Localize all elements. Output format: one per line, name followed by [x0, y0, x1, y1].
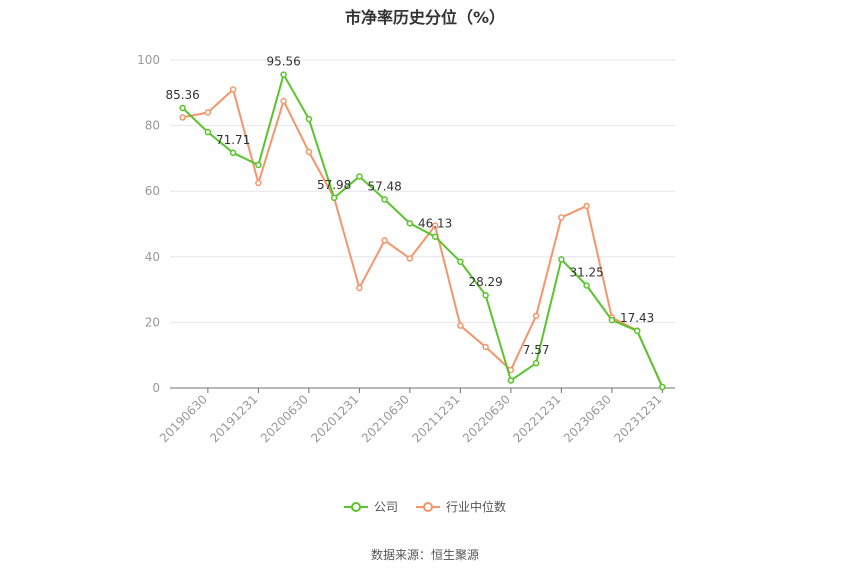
- data-point-company: [457, 258, 464, 265]
- data-point-company: [305, 115, 313, 123]
- data-point-company: [633, 327, 641, 335]
- data-point-industry-median: [583, 202, 590, 210]
- data-labels: 85.36 71.71 95.56 57.98 57.48 46.13 28.29 7.57 3…: [165, 55, 654, 358]
- data-point-company: [406, 220, 414, 227]
- data-point-company: [583, 282, 590, 289]
- data-point-company: [330, 194, 338, 202]
- data-label: 95.56: [266, 55, 300, 69]
- legend-item-company[interactable]: 公司: [343, 498, 398, 515]
- data-point-company: [255, 161, 262, 169]
- data-label: 57.48: [367, 179, 401, 193]
- data-label: 31.25: [569, 266, 603, 280]
- legend-swatch-industry-median: [416, 501, 440, 513]
- data-point-company: [507, 377, 515, 384]
- grid-lines: [170, 59, 675, 323]
- data-point-company: [608, 316, 616, 324]
- data-label: 57.98: [317, 178, 351, 192]
- x-tick-label: 20190630: [157, 392, 210, 445]
- y-tick-label: 100: [137, 53, 160, 67]
- data-point-company: [229, 149, 237, 157]
- data-point-industry-median: [532, 312, 540, 320]
- series-line-company: [181, 73, 664, 388]
- data-point-industry-median: [482, 343, 489, 351]
- data-label: 17.43: [620, 311, 654, 325]
- data-point-company: [179, 104, 186, 112]
- data-point-company: [204, 128, 212, 136]
- y-tick-label: 0: [152, 381, 160, 395]
- legend: 公司 行业中位数: [0, 498, 850, 515]
- series-line-industry-median: [182, 88, 664, 388]
- source-note: 数据来源：恒生聚源: [370, 548, 479, 562]
- legend-label-industry-median: 行业中位数: [446, 500, 507, 514]
- data-point-company: [532, 359, 540, 367]
- data-point-industry-median: [280, 97, 287, 105]
- x-tick-label: 20231231: [611, 392, 664, 445]
- x-tick-label: 20211231: [409, 392, 462, 445]
- data-point-industry-median: [406, 255, 414, 262]
- legend-item-industry-median[interactable]: 行业中位数: [416, 498, 506, 515]
- legend-swatch-company: [343, 501, 368, 513]
- data-label: 46.13: [418, 217, 452, 231]
- data-point-industry-median: [381, 237, 388, 244]
- chart-title: 市净率历史分位（%）: [344, 8, 506, 27]
- data-label: 7.57: [523, 343, 550, 357]
- data-point-company: [280, 71, 287, 78]
- data-label: 71.71: [216, 133, 250, 147]
- data-point-company: [356, 173, 363, 180]
- y-tick-label: 80: [145, 119, 160, 133]
- data-point-company: [482, 291, 489, 299]
- x-tick-label: 20230630: [561, 392, 614, 445]
- x-tick-label: 20191231: [207, 392, 260, 445]
- data-point-company: [381, 196, 388, 203]
- x-tick-label: 20200630: [258, 392, 311, 445]
- legend-label-company: 公司: [373, 500, 398, 514]
- y-tick-label: 20: [145, 315, 160, 329]
- data-label: 28.29: [468, 275, 502, 289]
- axes: 0 20 40 60 80 100 2019063020191231202006302020…: [137, 53, 675, 445]
- data-point-industry-median: [558, 214, 565, 221]
- data-point-industry-median: [305, 148, 313, 156]
- data-point-industry-median: [229, 86, 237, 93]
- data-point-industry-median: [457, 322, 464, 329]
- y-tick-label: 40: [145, 250, 160, 264]
- data-point-industry-median: [179, 114, 186, 121]
- data-point-industry-median: [255, 179, 262, 187]
- data-point-company: [431, 233, 439, 240]
- x-tick-label: 20210630: [359, 392, 412, 445]
- data-point-company: [558, 256, 565, 263]
- x-tick-label: 20201231: [308, 392, 361, 445]
- data-point-industry-median: [204, 109, 212, 116]
- data-label: 85.36: [165, 88, 199, 102]
- series: [179, 71, 666, 391]
- x-tick-label: 20221231: [510, 392, 563, 445]
- data-point-industry-median: [431, 222, 439, 229]
- data-point-industry-median: [356, 284, 363, 292]
- data-point-company: [659, 383, 666, 391]
- y-tick-label: 60: [145, 184, 160, 198]
- x-tick-label: 20220630: [460, 392, 513, 445]
